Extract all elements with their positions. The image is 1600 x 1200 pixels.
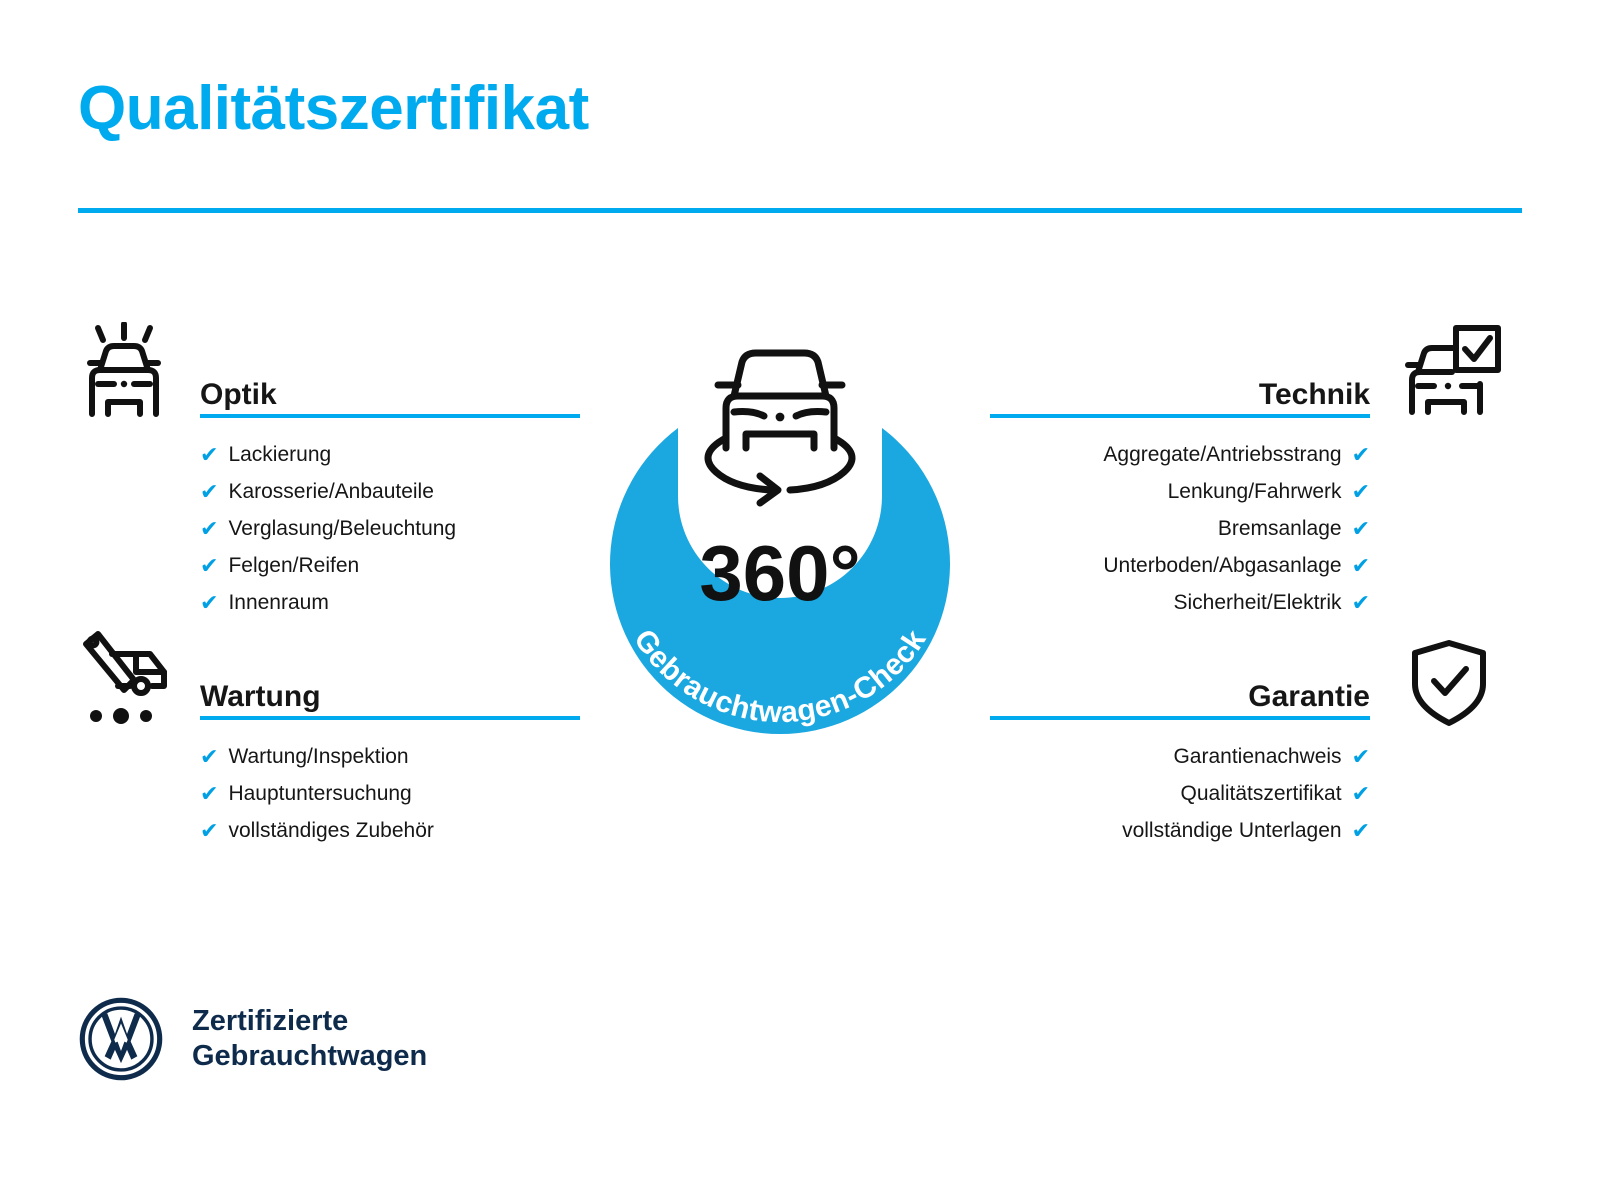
car-checkbox-icon: [1400, 322, 1504, 422]
checklist-wartung: ✔ Wartung/Inspektion ✔ Hauptuntersuchung…: [200, 738, 580, 849]
section-header-optik: Optik: [200, 366, 580, 418]
list-item-label: Felgen/Reifen: [228, 554, 360, 577]
section-divider: [200, 716, 580, 720]
list-item: ✔ Karosserie/Anbauteile: [200, 473, 580, 510]
check-icon: ✔: [200, 817, 219, 843]
section-divider: [200, 414, 580, 418]
section-title: Technik: [1258, 378, 1370, 411]
section-header-garantie: Garantie: [990, 668, 1370, 720]
list-item-label: Aggregate/Antriebsstrang: [1103, 443, 1342, 466]
list-item: Qualitätszertifikat ✔: [990, 775, 1371, 812]
checklist-garantie: Garantienachweis ✔ Qualitätszertifikat ✔…: [990, 738, 1370, 849]
list-item: ✔ Innenraum: [200, 584, 580, 621]
list-item: ✔ Wartung/Inspektion: [200, 738, 580, 775]
list-item-label: Lackierung: [228, 443, 332, 466]
section-garantie: Garantie Garantienachweis ✔ Qualitätszer…: [990, 668, 1370, 849]
check-icon: ✔: [1351, 780, 1370, 806]
check-icon: ✔: [1351, 817, 1370, 843]
footer-text: Zertifizierte Gebrauchtwagen: [192, 1004, 427, 1075]
list-item: ✔ Felgen/Reifen: [200, 547, 580, 584]
check-icon: ✔: [200, 552, 219, 578]
list-item: Bremsanlage ✔: [990, 510, 1370, 547]
ring-shape: [610, 428, 950, 734]
vw-brand-lockup: Zertifizierte Gebrauchtwagen: [78, 996, 427, 1082]
list-item-label: vollständiges Zubehör: [228, 819, 434, 842]
checklist-optik: ✔ Lackierung ✔ Karosserie/Anbauteile ✔ V…: [200, 436, 580, 621]
list-item-label: Unterboden/Abgasanlage: [1103, 554, 1342, 577]
footer-line-2: Gebrauchtwagen: [192, 1040, 428, 1072]
section-technik: Technik Aggregate/Antriebsstrang ✔ Lenku…: [990, 366, 1370, 621]
list-item-label: Karosserie/Anbauteile: [228, 480, 434, 503]
list-item-label: Verglasung/Beleuchtung: [228, 517, 457, 540]
check-icon: ✔: [1351, 478, 1370, 504]
list-item-label: Wartung/Inspektion: [228, 745, 409, 768]
car-rotation-icon: [704, 349, 856, 507]
shield-check-icon: [1404, 638, 1494, 728]
list-item: Unterboden/Abgasanlage ✔: [990, 547, 1370, 584]
list-item-label: vollständige Unterlagen: [1122, 819, 1342, 842]
list-item: Lenkung/Fahrwerk ✔: [990, 473, 1370, 510]
section-divider: [990, 414, 1370, 418]
section-divider: [990, 716, 1370, 720]
section-header-technik: Technik: [990, 366, 1370, 418]
check-icon: ✔: [200, 743, 219, 769]
list-item: vollständige Unterlagen ✔: [990, 812, 1370, 849]
section-optik: Optik ✔ Lackierung ✔ Karosserie/Anbautei…: [200, 366, 580, 621]
check-icon: ✔: [1351, 515, 1370, 541]
list-item: Garantienachweis ✔: [990, 738, 1370, 775]
page-title: Qualitätszertifikat: [78, 74, 589, 143]
check-icon: ✔: [1351, 743, 1370, 769]
list-item-label: Innenraum: [228, 591, 329, 614]
checklist-technik: Aggregate/Antriebsstrang ✔ Lenkung/Fahrw…: [990, 436, 1370, 621]
list-item-label: Bremsanlage: [1217, 517, 1342, 540]
footer-line-1: Zertifizierte: [192, 1004, 349, 1037]
list-item-label: Hauptuntersuchung: [228, 782, 412, 805]
vw-logo: [78, 996, 164, 1082]
section-title: Wartung: [200, 680, 321, 713]
list-item-label: Sicherheit/Elektrik: [1173, 591, 1342, 614]
car-service-wrench-icon: [72, 628, 176, 728]
list-item: Aggregate/Antriebsstrang ✔: [990, 436, 1370, 473]
list-item: Sicherheit/Elektrik ✔: [990, 584, 1371, 621]
section-wartung: Wartung ✔ Wartung/Inspektion ✔ Hauptunte…: [200, 668, 580, 849]
section-title: Garantie: [1248, 680, 1370, 713]
check-icon: ✔: [200, 441, 219, 467]
check-icon: ✔: [200, 589, 219, 615]
list-item-label: Qualitätszertifikat: [1180, 782, 1342, 805]
check-icon: ✔: [200, 515, 219, 541]
list-item-label: Lenkung/Fahrwerk: [1167, 480, 1342, 503]
title-divider: [78, 208, 1522, 213]
section-header-wartung: Wartung: [200, 668, 580, 720]
check-icon: ✔: [1351, 552, 1370, 578]
check-icon: ✔: [200, 780, 219, 806]
check-icon: ✔: [200, 478, 219, 504]
list-item: ✔ Hauptuntersuchung: [200, 775, 580, 812]
section-title: Optik: [200, 378, 277, 411]
badge-360-gebrauchtwagen-check: 360° Gebrauchtwagen-Check: [558, 300, 1002, 756]
list-item: ✔ Lackierung: [200, 436, 580, 473]
check-icon: ✔: [1351, 589, 1370, 615]
check-icon: ✔: [1351, 441, 1370, 467]
list-item: ✔ Verglasung/Beleuchtung: [200, 510, 580, 547]
list-item: ✔ vollständiges Zubehör: [200, 812, 580, 849]
list-item-label: Garantienachweis: [1173, 745, 1342, 768]
car-front-shine-icon: [72, 322, 176, 422]
badge-value: 360°: [699, 529, 860, 617]
